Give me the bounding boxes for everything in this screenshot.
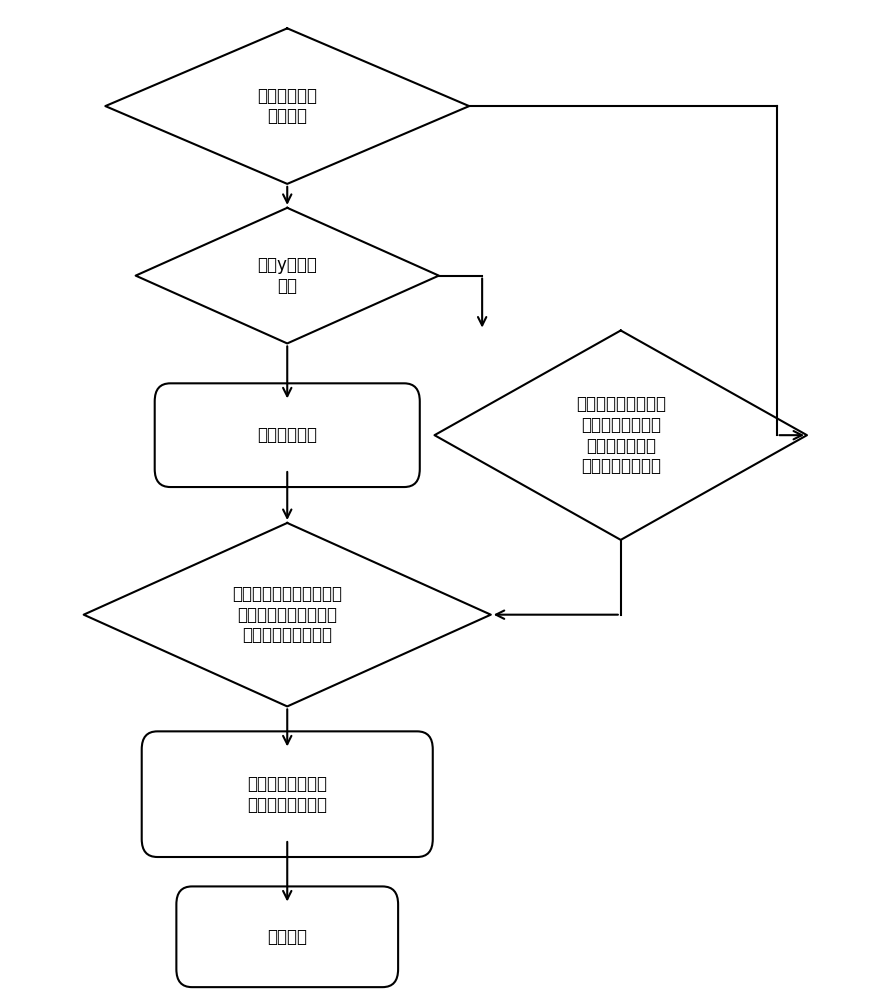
FancyBboxPatch shape xyxy=(142,731,433,857)
Text: 特性分析: 特性分析 xyxy=(268,928,308,946)
FancyBboxPatch shape xyxy=(176,886,398,987)
FancyBboxPatch shape xyxy=(155,383,420,487)
Text: 计算y轴磁通
密度: 计算y轴磁通 密度 xyxy=(257,256,317,295)
Text: 计算直线感应电机
单相电路的总阻抗: 计算直线感应电机 单相电路的总阻抗 xyxy=(248,775,328,814)
Text: 计算正常磁密行波阻抗、
入端磁密反射波阻抗和
出端磁密反射波阻抗: 计算正常磁密行波阻抗、 入端磁密反射波阻抗和 出端磁密反射波阻抗 xyxy=(232,585,342,644)
Text: 计算正常磁密行波、
入端磁密反射波和
出端磁密反射波
的幅值的复数形式: 计算正常磁密行波、 入端磁密反射波和 出端磁密反射波 的幅值的复数形式 xyxy=(576,395,666,475)
Text: 计算电场强度: 计算电场强度 xyxy=(257,426,317,444)
Text: 建立一维磁密
分布模型: 建立一维磁密 分布模型 xyxy=(257,87,317,125)
